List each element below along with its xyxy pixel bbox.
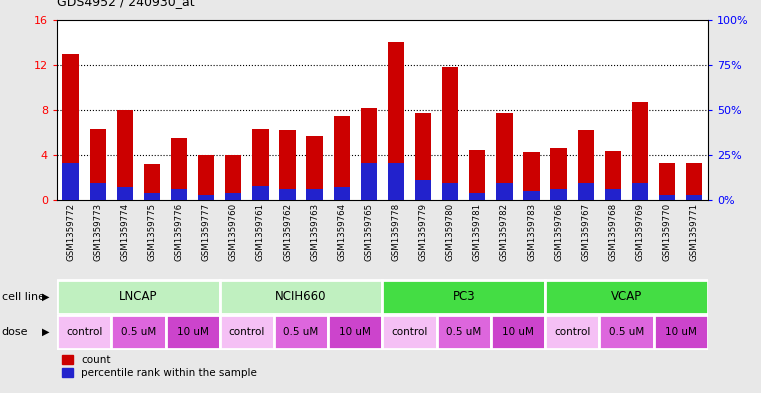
Bar <box>659 163 675 200</box>
Text: dose: dose <box>2 327 28 337</box>
Text: ▶: ▶ <box>42 292 49 302</box>
Bar <box>578 184 594 200</box>
Bar <box>388 163 404 200</box>
Bar <box>220 280 382 314</box>
Bar <box>437 315 491 349</box>
Bar <box>388 42 404 200</box>
Bar <box>171 189 187 200</box>
Bar <box>333 187 350 200</box>
Bar <box>632 102 648 200</box>
Bar <box>524 191 540 200</box>
Text: GDS4952 / 240930_at: GDS4952 / 240930_at <box>57 0 195 8</box>
Bar <box>659 195 675 200</box>
Text: 0.5 uM: 0.5 uM <box>283 327 319 337</box>
Bar <box>144 193 160 200</box>
Text: 0.5 uM: 0.5 uM <box>121 327 156 337</box>
Bar <box>442 67 458 200</box>
Bar <box>165 315 220 349</box>
Bar <box>90 184 106 200</box>
Bar <box>686 163 702 200</box>
Bar <box>274 315 328 349</box>
Text: LNCAP: LNCAP <box>119 290 158 303</box>
Text: PC3: PC3 <box>453 290 475 303</box>
Text: NCIH660: NCIH660 <box>275 290 326 303</box>
Bar <box>442 184 458 200</box>
Bar <box>686 195 702 200</box>
Text: control: control <box>554 327 591 337</box>
Bar <box>62 53 78 200</box>
Bar <box>252 186 269 200</box>
Bar <box>225 155 241 200</box>
Bar <box>600 315 654 349</box>
Bar <box>496 184 512 200</box>
Text: control: control <box>391 327 428 337</box>
Bar <box>578 130 594 200</box>
Bar <box>524 152 540 200</box>
Bar <box>491 315 545 349</box>
Text: cell line: cell line <box>2 292 45 302</box>
Bar <box>116 110 133 200</box>
Bar <box>57 280 220 314</box>
Bar <box>307 189 323 200</box>
Bar <box>361 108 377 200</box>
Text: 10 uM: 10 uM <box>502 327 534 337</box>
Bar <box>632 184 648 200</box>
Bar <box>171 138 187 200</box>
Bar <box>198 195 215 200</box>
Bar <box>605 151 621 200</box>
Bar <box>279 130 295 200</box>
Text: 10 uM: 10 uM <box>664 327 696 337</box>
Bar <box>111 315 165 349</box>
Bar <box>469 193 486 200</box>
Bar <box>144 164 160 200</box>
Text: control: control <box>66 327 103 337</box>
Bar <box>550 189 567 200</box>
Bar <box>198 155 215 200</box>
Bar <box>333 116 350 200</box>
Bar <box>307 136 323 200</box>
Bar <box>415 180 431 200</box>
Bar <box>382 315 437 349</box>
Bar <box>116 187 133 200</box>
Bar <box>62 163 78 200</box>
Text: 0.5 uM: 0.5 uM <box>609 327 644 337</box>
Bar <box>382 280 545 314</box>
Bar <box>252 129 269 200</box>
Bar <box>225 193 241 200</box>
Text: ▶: ▶ <box>42 327 49 337</box>
Legend: count, percentile rank within the sample: count, percentile rank within the sample <box>62 355 257 378</box>
Bar <box>57 315 111 349</box>
Bar <box>328 315 382 349</box>
Bar <box>550 149 567 200</box>
Bar <box>605 189 621 200</box>
Bar <box>469 150 486 200</box>
Bar <box>361 163 377 200</box>
Bar <box>220 315 274 349</box>
Bar <box>654 315 708 349</box>
Text: VCAP: VCAP <box>611 290 642 303</box>
Text: 0.5 uM: 0.5 uM <box>446 327 482 337</box>
Bar <box>496 114 512 200</box>
Bar <box>415 114 431 200</box>
Bar <box>545 280 708 314</box>
Text: 10 uM: 10 uM <box>177 327 209 337</box>
Bar <box>545 315 600 349</box>
Bar <box>279 189 295 200</box>
Text: 10 uM: 10 uM <box>339 327 371 337</box>
Bar <box>90 129 106 200</box>
Text: control: control <box>228 327 265 337</box>
